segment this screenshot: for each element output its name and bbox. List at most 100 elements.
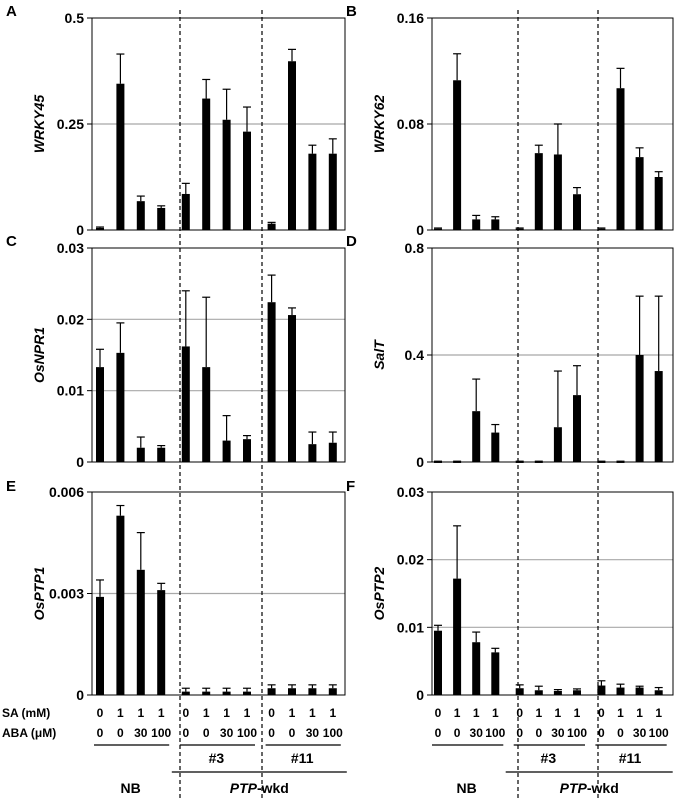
group-separators — [179, 10, 599, 798]
y-tick-label: 0.01 — [397, 619, 424, 635]
bar — [308, 444, 317, 462]
bar — [434, 461, 442, 463]
bar — [202, 691, 211, 695]
group-label-nb: NB — [120, 780, 140, 796]
aba-value: 100 — [151, 726, 171, 740]
plot-frame — [431, 491, 674, 696]
y-tick-label: 0 — [416, 454, 424, 470]
bar — [96, 227, 104, 230]
aba-value: 0 — [516, 726, 523, 740]
bar — [534, 461, 543, 463]
panel-letter: D — [346, 233, 357, 250]
y-tick-label: 0 — [416, 687, 424, 703]
bar — [597, 461, 606, 463]
bar — [222, 691, 231, 695]
bar — [654, 177, 663, 230]
aba-value: 0 — [203, 726, 210, 740]
aba-value: 0 — [268, 726, 275, 740]
bar — [616, 687, 625, 695]
chart-panel-e: E 0 0.003 0.006 OsPTP1 — [6, 478, 346, 703]
sa-value: 1 — [244, 706, 251, 720]
bar — [573, 194, 581, 230]
bar — [243, 131, 251, 230]
bar — [308, 153, 317, 230]
y-tick-label: 0.02 — [57, 311, 84, 327]
y-axis-label: WRKY62 — [371, 95, 387, 154]
y-tick-label: 0.25 — [57, 116, 84, 132]
chart-panel-c: C 0 0.01 0.02 0.03 OsNPR1 — [6, 233, 346, 470]
bar — [573, 395, 581, 462]
bar — [515, 688, 524, 695]
sa-value: 1 — [223, 706, 230, 720]
sa-value: 1 — [289, 706, 296, 720]
bar — [616, 461, 625, 463]
aba-value: 0 — [617, 726, 624, 740]
aba-value: 0 — [97, 726, 104, 740]
sa-value: 1 — [203, 706, 210, 720]
bar — [635, 355, 644, 462]
bar — [136, 201, 145, 230]
panel-letter: A — [6, 3, 17, 20]
aba-value: 0 — [535, 726, 542, 740]
sa-value: 1 — [473, 706, 480, 720]
bar — [96, 596, 104, 695]
bar — [453, 461, 462, 463]
bar — [96, 367, 104, 462]
bar — [288, 61, 296, 230]
bar — [116, 515, 125, 695]
bar — [136, 569, 145, 695]
bar — [157, 590, 166, 695]
bar — [181, 691, 190, 695]
sa-value: 0 — [268, 706, 275, 720]
aba-value: 100 — [485, 726, 505, 740]
bar — [453, 578, 462, 695]
bar — [157, 207, 166, 230]
chart-panel-b: B 0 0.08 0.16 WRKY62 — [346, 3, 674, 238]
y-tick-label: 0.08 — [397, 116, 424, 132]
sa-value: 1 — [655, 706, 662, 720]
bar — [453, 80, 462, 231]
bar — [654, 371, 663, 462]
y-tick-label: 0.01 — [57, 383, 84, 399]
bar — [328, 688, 337, 695]
group-label-ptp-wkd: PTP-wkd — [560, 780, 619, 796]
bar — [288, 688, 296, 695]
bar — [328, 153, 337, 230]
y-tick-label: 0.03 — [397, 484, 424, 500]
group-label-nb: NB — [457, 780, 477, 796]
bar — [308, 688, 317, 695]
sa-value: 1 — [617, 706, 624, 720]
sa-value: 0 — [516, 706, 523, 720]
bar — [288, 315, 296, 462]
bar — [515, 228, 524, 231]
panel-letter: B — [346, 3, 357, 20]
aba-value: 100 — [649, 726, 669, 740]
sa-value: 1 — [636, 706, 643, 720]
bar — [597, 228, 606, 231]
bar — [328, 442, 337, 462]
aba-value: 0 — [598, 726, 605, 740]
bar — [635, 157, 644, 230]
sa-row-label: SA (mM) — [2, 706, 50, 720]
y-tick-label: 0 — [76, 222, 84, 238]
bar — [553, 154, 562, 230]
bar — [157, 447, 166, 462]
aba-value: 100 — [323, 726, 343, 740]
bar — [243, 439, 251, 462]
line-id-label: #3 — [209, 750, 225, 766]
sa-value: 0 — [435, 706, 442, 720]
y-tick-label: 0.16 — [397, 10, 424, 26]
bar — [222, 440, 231, 462]
sa-value: 0 — [97, 706, 104, 720]
y-axis-label: OsPTP1 — [31, 566, 47, 620]
bar — [534, 690, 543, 695]
aba-value: 100 — [567, 726, 587, 740]
panel-letter: C — [6, 233, 17, 250]
bar — [243, 691, 251, 695]
bar — [116, 83, 125, 230]
bar — [116, 352, 125, 462]
sa-value: 1 — [117, 706, 124, 720]
aba-value: 0 — [117, 726, 124, 740]
